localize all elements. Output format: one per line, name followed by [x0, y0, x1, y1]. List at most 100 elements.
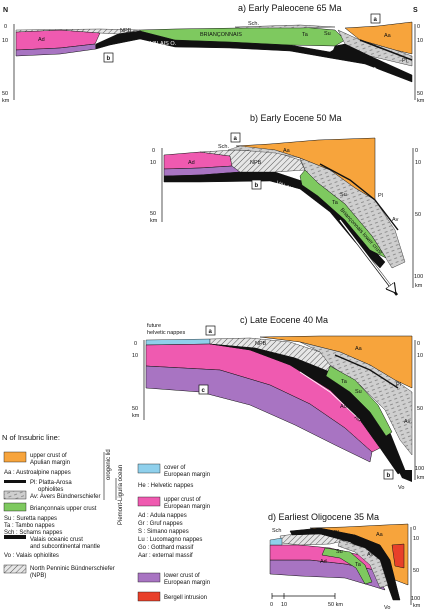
panel-d-scale-label-0: 0 [270, 602, 273, 608]
legend-left-0b: Apulian margin [30, 460, 70, 466]
panel-b-box-b [251, 179, 262, 190]
panel-b-label-ta: Ta [332, 200, 339, 206]
panel-a-right-tick-10: 10 [417, 38, 423, 44]
panel-c-left-tick-10: 10 [132, 353, 138, 359]
panel-d-label-av: Av [367, 552, 374, 558]
panel-d-platta-valais [289, 527, 401, 601]
panel-d-bergell-intrusion [391, 543, 405, 569]
panel-a-left-tick-10: 10 [2, 38, 8, 44]
legend-left-5: Su : Suretta nappes [4, 516, 57, 522]
panel-c-right-tick-100: 100 [415, 466, 424, 472]
legend-left-3: Av: Avers Bündnerschiefer [30, 494, 101, 500]
legend-right-2b: European margin [164, 504, 210, 510]
panel-d-label-ta: Ta [355, 562, 362, 568]
panel-a-label-sch: Sch. [248, 21, 259, 27]
legend-left-9: Vo : Valais ophiolites [4, 553, 59, 559]
panel-d-tick-0: 0 [413, 526, 416, 532]
legend-right-8: Aar : external massif [138, 553, 193, 559]
panel-c-box-b [383, 469, 394, 480]
legend-right-1: He : Helvetic nappes [138, 483, 193, 489]
panel-b-right-tick-km: km [415, 283, 423, 289]
panel-d-label-vo: Vo [384, 605, 390, 611]
panel-b-left-tick-km: km [150, 218, 158, 224]
legend-right-9a: lower crust of [164, 573, 200, 579]
legend-group-piemont: Piemont-Liguria ocean [118, 465, 124, 525]
panel-c-future-label: future [147, 323, 161, 329]
panel-a-label-su: Su [324, 31, 331, 37]
legend-right-6: Lu : Lucomagno nappes [138, 537, 202, 543]
panel-c-box-c-text: c [202, 388, 206, 394]
panel-d-tick-50: 50 [413, 568, 419, 574]
panel-a-label-aa: Aa [384, 33, 392, 39]
panel-a-npb [15, 28, 141, 35]
panel-b-right-tick-0: 0 [415, 148, 418, 154]
legend-left-2a: Pl: Platta-Arosa [30, 480, 72, 486]
legend-right-7: Go : Gotthard massif [138, 545, 194, 551]
legend-left-0a: upper crust of [30, 453, 67, 459]
panel-a-right-tick-0: 0 [417, 24, 420, 30]
panel-c-left-tick-0: 0 [134, 341, 137, 347]
panel-c-right-tick-10: 10 [417, 353, 423, 359]
panel-d-label-pl: Pl [334, 530, 339, 536]
panel-a-right-tick-50: 50 [417, 91, 423, 97]
panel-b-left-tick-10: 10 [150, 160, 156, 166]
panel-c-valais-ophiolite-tip [398, 470, 412, 482]
legend-left-1: Aa : Austroalpine nappes [4, 470, 71, 476]
panel-b-label-sch: Sch. [218, 144, 229, 150]
panel-d-european-cover [269, 537, 283, 546]
legend-swatch-cover [137, 463, 161, 474]
panel-d-label-aa: Aa [376, 532, 384, 538]
legend-swatch-european-lower [137, 572, 161, 583]
panel-c-right-tick-km: km [417, 475, 425, 481]
panel-b-right-tick-100: 100 [414, 274, 423, 280]
panel-d-title: d) Earliest Oligocene 35 Ma [268, 512, 379, 522]
panel-b-label-npb: NPB [250, 160, 262, 166]
panel-b-label-av: Av [392, 217, 399, 223]
panel-a-left-tick-50: 50 [2, 91, 8, 97]
panel-b-brianconnais [299, 169, 387, 259]
legend-swatch-brianconnais [3, 502, 27, 512]
panel-c-box-a [205, 325, 216, 336]
panel-c-left-tick-50: 50 [132, 406, 138, 412]
panel-a-right-tick-km: km [417, 98, 425, 104]
panel-b-left-tick-0: 0 [152, 148, 155, 154]
panel-b-label-ad: Ad [188, 160, 195, 166]
legend-right-9b: European margin [164, 580, 210, 586]
legend-left-4: Briançonnais upper crust [30, 506, 97, 512]
panel-c-box-a-text: a [209, 329, 213, 335]
panel-b-label-pl: Pl [378, 193, 383, 199]
legend-swatch-valais [4, 535, 26, 539]
panel-c-label-ta: Ta [341, 379, 348, 385]
panel-c-label-ad: Ad [340, 404, 347, 410]
panel-c-label-npb: NPB [255, 341, 267, 347]
panel-a-label-valais: VALAIS O. [150, 41, 177, 47]
panel-a-brianconnais [139, 26, 346, 47]
legend: N of Insubric line: upper crust of Apuli… [2, 433, 210, 602]
panel-b-box-a [230, 132, 241, 143]
legend-left-8a: Valais oceanic crust [30, 537, 83, 543]
panel-b-box-b-text: b [255, 183, 259, 189]
panel-a-box-a-text: a [374, 17, 378, 23]
panel-d-label-sch: Sch [272, 528, 281, 534]
panel-b-label-su: Su [340, 192, 347, 198]
panel-a-early-paleocene: a) Early Paleocene 65 Ma N S 0 10 50 km … [2, 3, 425, 104]
panel-b-early-eocene: b) Early Eocene 50 Ma 0 10 50 km 0 10 50… [150, 113, 423, 296]
panel-a-schams-grey [234, 24, 336, 29]
panel-b-right-tick-50: 50 [415, 212, 421, 218]
panel-d-tick-100: 100 [411, 596, 420, 602]
panel-a-label-ad: Ad [38, 37, 45, 43]
panel-d-tick-10: 10 [413, 536, 419, 542]
panel-d-avers-grey [337, 539, 389, 589]
legend-swatch-european-upper [137, 496, 161, 507]
panel-a-label-npb: NPB [120, 28, 132, 34]
panel-a-box-b [103, 52, 114, 63]
panel-d-label-su: Su [336, 549, 343, 555]
panel-d-scale-label-50: 50 km [328, 602, 343, 608]
panel-d-tick-km: km [413, 603, 421, 609]
panel-a-piemont-ocean [329, 43, 413, 83]
legend-left-6: Ta : Tambo nappes [4, 523, 55, 529]
panel-c-box-b-text: b [387, 473, 391, 479]
panel-c-label-aa: Aa [355, 346, 363, 352]
panel-c-label-pl: Pl [396, 382, 401, 388]
legend-left-7: Sch : Schams nappes [4, 530, 62, 536]
